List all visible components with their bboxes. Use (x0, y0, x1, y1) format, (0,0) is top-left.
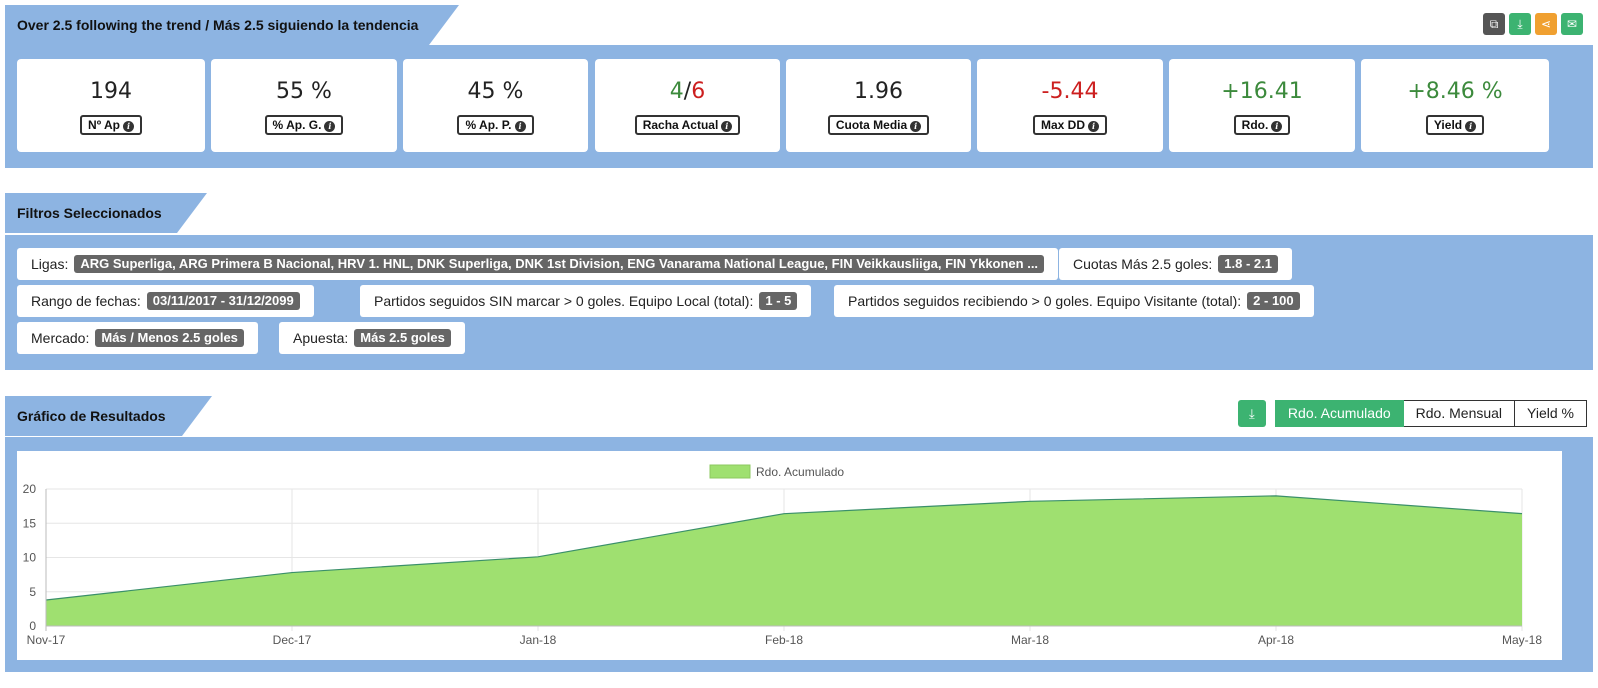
stat-label[interactable]: Cuota Media i (827, 115, 930, 135)
info-icon: i (721, 121, 733, 132)
download-icon[interactable]: ⤓ (1509, 13, 1531, 35)
stat-win-pct: 55 % % Ap. G. i (211, 59, 397, 152)
tab-yield[interactable]: Yield % (1515, 400, 1587, 427)
mail-icon[interactable]: ✉ (1561, 13, 1583, 35)
stat-value: 4/6 (595, 77, 780, 107)
stat-label[interactable]: Yield i (1425, 115, 1485, 135)
filters-section: Filtros Seleccionados Ligas: ARG Superlig… (5, 193, 1593, 370)
stat-label[interactable]: % Ap. G. i (264, 115, 344, 135)
filter-date-range: Rango de fechas: 03/11/2017 - 31/12/2099 (17, 285, 314, 317)
series-area (46, 495, 1522, 626)
stat-result: +16.41 Rdo. i (1169, 59, 1355, 152)
streak-separator: / (683, 79, 692, 104)
legend-swatch (709, 464, 751, 479)
top-actions: ⧉ ⤓ ⋖ ✉ (1483, 13, 1583, 35)
stat-avg-odds: 1.96 Cuota Media i (786, 59, 971, 152)
filter-value-badge: Más 2.5 goles (354, 329, 451, 347)
stat-value: +16.41 (1221, 79, 1303, 104)
streak-won: 4 (669, 79, 684, 104)
filter-market: Mercado: Más / Menos 2.5 goles (17, 322, 258, 354)
filter-value-badge: 2 - 100 (1247, 292, 1300, 310)
stat-value: -5.44 (1041, 79, 1099, 104)
info-icon: i (122, 121, 134, 132)
x-tick-label: May-18 (1502, 633, 1542, 647)
tab-monthly-result[interactable]: Rdo. Mensual (1403, 400, 1516, 427)
filter-value-badge: ARG Superliga, ARG Primera B Nacional, H… (74, 255, 1045, 273)
filter-value-badge: Más / Menos 2.5 goles (95, 329, 244, 347)
info-icon: i (1271, 121, 1283, 132)
y-tick-label: 15 (23, 516, 37, 530)
stat-label[interactable]: Racha Actual i (634, 115, 741, 135)
results-title: Gráfico de Resultados (5, 396, 212, 436)
info-icon: i (1088, 121, 1099, 132)
chart-panel: 0 5 10 15 20 Nov-17 Dec-17 Jan-18 Feb-18 Mar-18 Ap… (5, 437, 1593, 672)
stat-num-bets: 194 Nº Ap i (17, 59, 205, 152)
stat-value: 45 % (467, 79, 524, 104)
filter-value-badge: 03/11/2017 - 31/12/2099 (146, 292, 300, 310)
filters-title: Filtros Seleccionados (5, 193, 207, 233)
stat-value: 194 (90, 79, 132, 104)
copy-icon[interactable]: ⧉ (1483, 13, 1505, 35)
filter-bet: Apuesta: Más 2.5 goles (279, 322, 465, 354)
filter-away-conceding: Partidos seguidos recibiendo > 0 goles. … (834, 285, 1314, 317)
y-tick-label: 20 (23, 482, 37, 496)
filter-odds: Cuotas Más 2.5 goles: 1.8 - 2.1 (1059, 248, 1292, 280)
stat-label[interactable]: % Ap. P. i (457, 115, 534, 135)
filter-value-badge: 1.8 - 2.1 (1218, 255, 1278, 273)
info-icon: i (324, 121, 336, 132)
streak-lost: 6 (691, 79, 706, 104)
x-tick-label: Nov-17 (27, 633, 66, 647)
summary-section: Over 2.5 following the trend / Más 2.5 s… (5, 5, 1593, 168)
stat-current-streak: 4/6 Racha Actual i (595, 59, 780, 152)
x-tick-label: Dec-17 (273, 633, 312, 647)
stat-yield: +8.46 % Yield i (1361, 59, 1549, 152)
legend-label: Rdo. Acumulado (756, 465, 844, 479)
share-icon[interactable]: ⋖ (1535, 13, 1557, 35)
tab-accumulated-result[interactable]: Rdo. Acumulado (1274, 400, 1404, 427)
stats-panel: 194 Nº Ap i 55 % % Ap. G. i 45 % % Ap. P. i… (5, 45, 1593, 168)
filter-home-no-score: Partidos seguidos SIN marcar > 0 goles. … (360, 285, 812, 317)
filters-panel: Ligas: ARG Superliga, ARG Primera B Nacio… (5, 235, 1593, 370)
strategy-title: Over 2.5 following the trend / Más 2.5 s… (5, 5, 459, 45)
filter-value-badge: 1 - 5 (759, 292, 798, 310)
stat-value: 1.96 (854, 79, 903, 104)
x-tick-label: Mar-18 (1011, 633, 1049, 647)
y-tick-label: 0 (29, 619, 36, 633)
chart-actions: ⤓ Rdo. Acumulado Rdo. Mensual Yield % (1237, 400, 1587, 427)
series-line (45, 495, 1523, 601)
stat-label[interactable]: Rdo. i (1233, 115, 1291, 135)
stat-value: +8.46 % (1407, 79, 1503, 104)
stat-loss-pct: 45 % % Ap. P. i (403, 59, 588, 152)
chart-download-icon[interactable]: ⤓ (1237, 400, 1266, 427)
stat-max-drawdown: -5.44 Max DD i (977, 59, 1163, 152)
stat-label[interactable]: Nº Ap i (80, 115, 142, 135)
x-tick-label: Feb-18 (765, 633, 803, 647)
info-icon: i (910, 121, 922, 132)
results-chart: 0 5 10 15 20 Nov-17 Dec-17 Jan-18 Feb-18 Mar-18 Ap… (23, 464, 1542, 647)
stat-value: 55 % (276, 79, 332, 104)
x-tick-label: Jan-18 (520, 633, 557, 647)
x-tick-label: Apr-18 (1258, 633, 1294, 647)
results-section: Gráfico de Resultados ⤓ Rdo. Acumulado R… (5, 396, 1593, 672)
y-tick-label: 10 (23, 551, 37, 565)
y-tick-label: 5 (29, 585, 36, 599)
info-icon: i (1465, 121, 1477, 132)
filter-leagues: Ligas: ARG Superliga, ARG Primera B Nacio… (17, 248, 1059, 280)
info-icon: i (514, 121, 526, 132)
stat-label[interactable]: Max DD i (1032, 115, 1107, 135)
chart-container: 0 5 10 15 20 Nov-17 Dec-17 Jan-18 Feb-18 Mar-18 Ap… (17, 451, 1562, 660)
